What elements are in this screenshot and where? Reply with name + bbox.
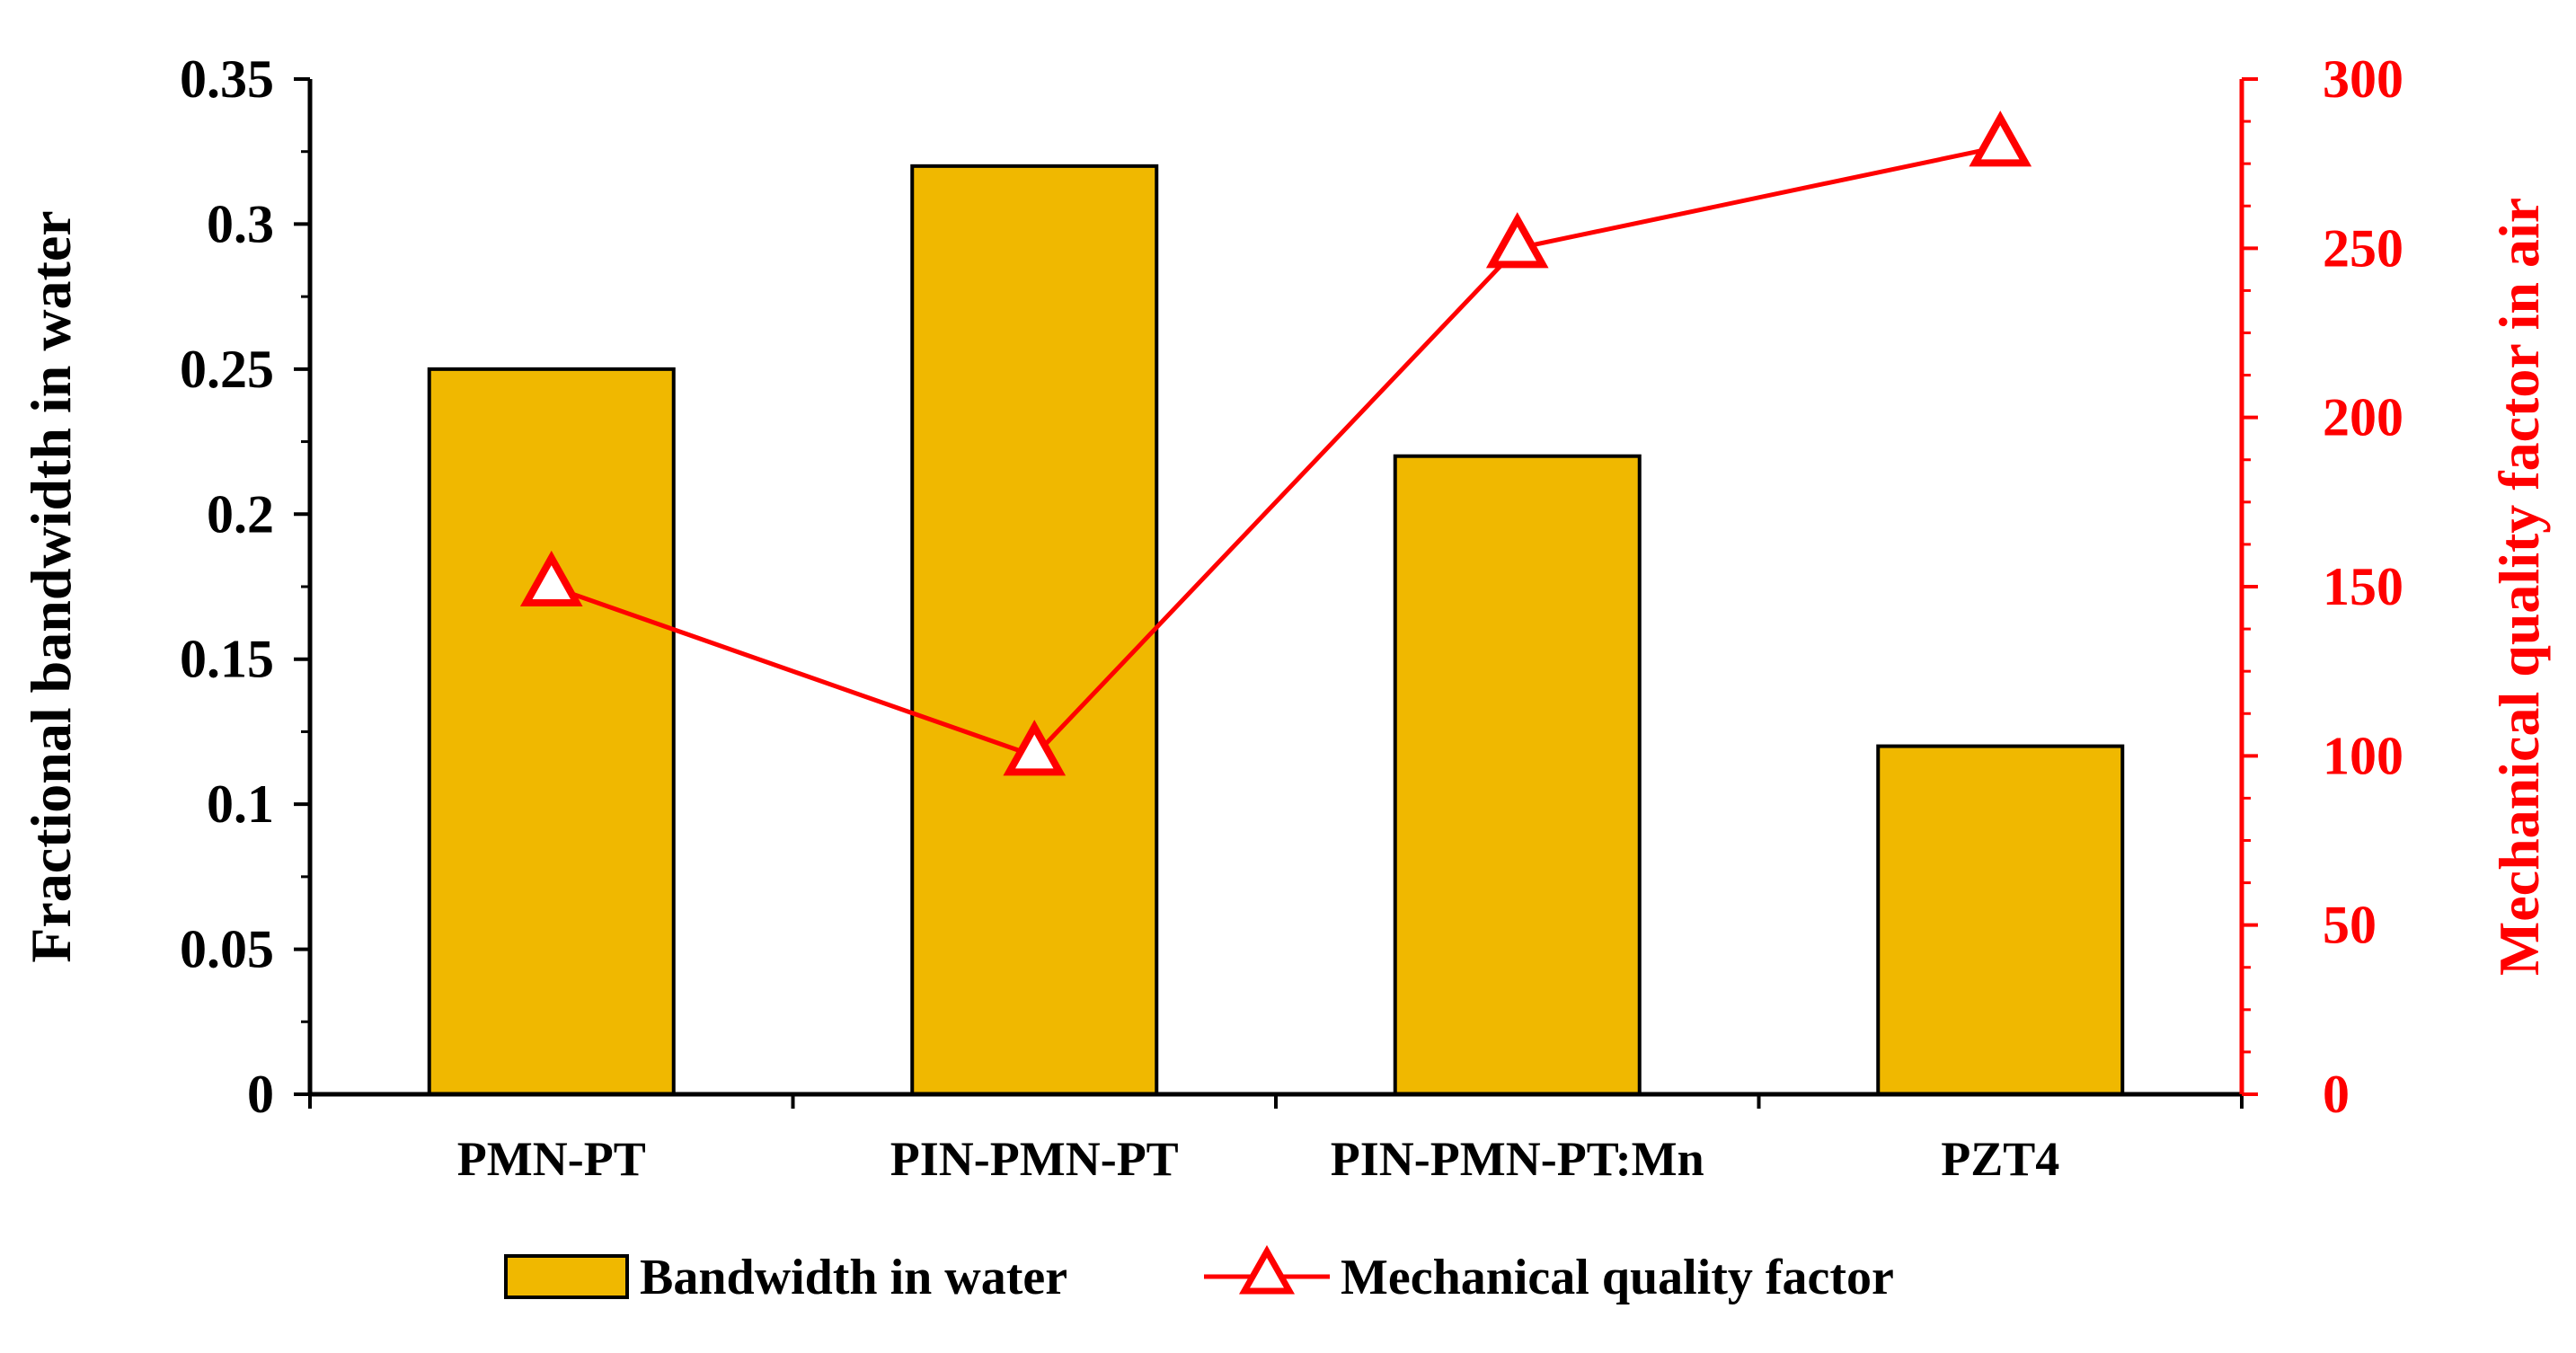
point-marker-pzt4 <box>1969 111 2032 167</box>
x-category-label: PIN-PMN-PT:Mn <box>1331 1132 1704 1186</box>
y-left-tick-label: 0.35 <box>180 49 274 109</box>
y-left-tick-label: 0.15 <box>180 630 274 689</box>
y-right-axis-title: Mechanical quality factor in air <box>2487 198 2551 976</box>
point-marker-pin-pmn-pt-mn <box>1485 212 1549 269</box>
y-left-tick-label: 0 <box>247 1065 274 1124</box>
x-category-label: PZT4 <box>1941 1132 2059 1186</box>
legend-line-label: Mechanical quality factor <box>1341 1250 1894 1305</box>
legend-bar-swatch <box>504 1254 629 1299</box>
axes-layer <box>294 77 2258 1109</box>
bar-pin-pmn-pt <box>910 164 1159 1096</box>
y-left-tick-label: 0.2 <box>207 484 274 544</box>
x-category-label: PIN-PMN-PT <box>890 1132 1179 1186</box>
bar-pin-pmn-pt-mn <box>1393 454 1642 1096</box>
y-right-tick-label: 200 <box>2323 388 2403 447</box>
bar-pmn-pt <box>427 367 676 1097</box>
series-line-mechanical-quality-factor <box>550 144 2001 759</box>
y-right-tick-label: 250 <box>2323 218 2403 278</box>
bars-layer <box>427 164 2125 1097</box>
point-marker-pmn-pt <box>519 550 583 606</box>
y-left-tick-label: 0.1 <box>207 774 274 834</box>
y-right-tick-label: 300 <box>2323 49 2403 109</box>
y-left-tick-label: 0.05 <box>180 920 274 979</box>
point-marker-pin-pmn-pt <box>1003 720 1067 776</box>
y-right-tick-label: 0 <box>2323 1065 2350 1124</box>
y-right-tick-label: 100 <box>2323 726 2403 785</box>
y-right-tick-label: 50 <box>2323 896 2377 955</box>
labels-layer: 0 0.05 0.1 0.15 0.2 0.25 0.3 0.35 PMN-PT PIN-PMN-… <box>19 49 2551 1186</box>
x-category-label: PMN-PT <box>457 1132 646 1186</box>
y-left-tick-label: 0.3 <box>207 194 274 253</box>
legend-layer: Bandwidth in water Mechanical quality fa… <box>504 1244 1894 1305</box>
y-left-tick-label: 0.25 <box>180 340 274 399</box>
y-left-axis-title: Fractional bandwidth in water <box>19 210 83 962</box>
y-right-tick-label: 150 <box>2323 557 2403 616</box>
legend-bar-label: Bandwidth in water <box>640 1250 1067 1305</box>
bar-pzt4 <box>1876 744 2125 1096</box>
line-layer <box>519 111 2032 776</box>
legend-triangle-icon <box>1238 1244 1296 1295</box>
